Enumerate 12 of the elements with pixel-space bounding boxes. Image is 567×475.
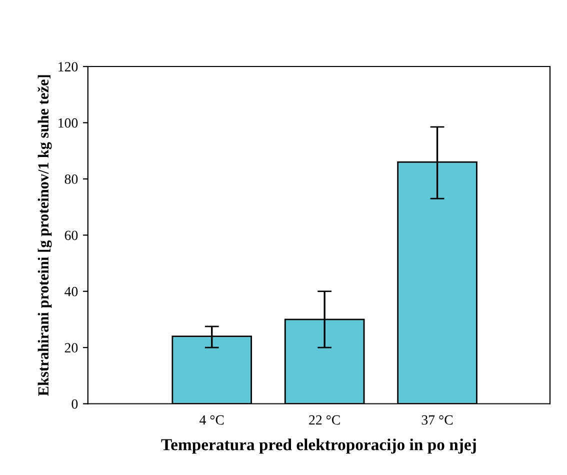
- y-tick-label: 120: [58, 62, 78, 72]
- y-tick-label: 60: [64, 230, 78, 240]
- y-tick-label: 40: [64, 286, 78, 296]
- x-tick-label: 22 °C: [309, 415, 340, 425]
- y-tick-label: 100: [58, 118, 78, 128]
- y-axis-title: Ekstrahirani proteini [g proteinov/1 kg suhe teže]: [38, 75, 52, 396]
- x-tick-label: 4 °C: [200, 415, 224, 425]
- y-tick-label: 80: [64, 174, 78, 184]
- y-tick-label: 20: [64, 343, 78, 352]
- x-tick-label: 37 °C: [422, 415, 453, 425]
- y-tick-label: 0: [72, 399, 78, 409]
- x-axis-title: Temperatura pred elektroporacijo in po njej: [161, 438, 476, 454]
